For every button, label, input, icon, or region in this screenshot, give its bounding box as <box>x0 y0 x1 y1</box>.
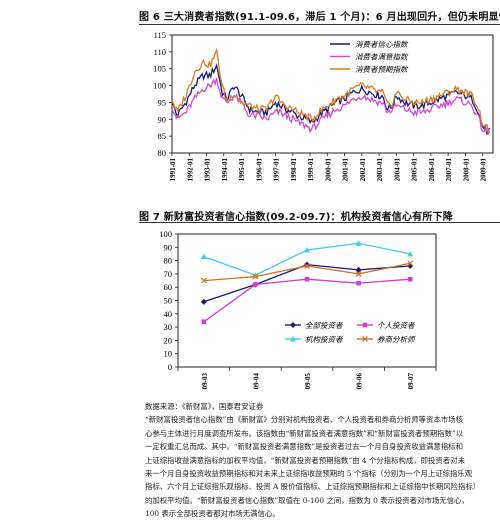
y-tick-label: 60 <box>164 282 173 292</box>
x-tick-label: 1997-01 <box>273 158 281 182</box>
data-point-analyst <box>200 277 207 284</box>
notes-line: 数据来源：《新财富》，国泰君安证券 <box>145 402 264 411</box>
notes-line: 的加权平均值。“新财富投资者信心指数”取值在 0-100 之间，指数为 0 表示… <box>145 495 469 505</box>
figure-6-rule <box>139 24 500 25</box>
legend-label-individual: 个人投资者 <box>377 321 416 330</box>
legend-label-satisfaction: 消费者满意指数 <box>355 53 409 62</box>
x-tick-label: 1991-01 <box>169 158 177 182</box>
y-tick-label: 0 <box>168 362 172 372</box>
consumer-index-chart: 80 85 90 95 100 105 110 115 1991-01 1992-01 1993-0… <box>153 30 494 182</box>
x-tick-label: 1999-01 <box>307 158 315 182</box>
x-tick-label: 1995-01 <box>238 158 246 182</box>
y-tick-label: 50 <box>164 296 173 306</box>
y-tick-label: 80 <box>164 256 173 266</box>
x-tick-label: 09-05 <box>304 373 312 390</box>
x-tick-label: 2004-01 <box>393 158 401 182</box>
x-tick-label: 1992-01 <box>186 158 194 182</box>
legend-label-confidence: 消费者信心指数 <box>355 40 409 49</box>
investor-confidence-chart: 0 10 20 30 40 50 60 70 80 90 100 09-03 09-04 09-05 09-… <box>159 229 437 390</box>
y-tick-label: 80 <box>158 148 167 158</box>
x-tick-label: 09-06 <box>356 373 364 390</box>
data-point-institutional <box>407 250 414 257</box>
x-tick-label: 1994-01 <box>221 158 229 182</box>
notes-line: 一定权重汇总而成。其中，“新财富投资者满意指数”是投资者过去一个月自身投资收益满… <box>145 442 463 452</box>
y-tick-label: 20 <box>164 335 173 345</box>
x-tick-label: 2005-01 <box>411 158 419 182</box>
legend-label-institutional: 机构投资者 <box>305 335 344 344</box>
legend-marker-institutional <box>290 336 296 342</box>
x-tick-label: 2000-01 <box>324 158 332 182</box>
notes-line: 上证综指收益满意指标的加权平均值，“新财富投资者预期指数”由 4 个分指标构成，… <box>145 455 465 465</box>
x-tick-label: 09-03 <box>201 373 209 390</box>
figure-7-rule <box>139 222 500 223</box>
y-tick-label: 70 <box>164 269 173 279</box>
data-point-individual <box>253 282 258 287</box>
y-tick-label: 85 <box>158 131 167 141</box>
x-tick-label: 2003-01 <box>376 158 384 182</box>
legend-label-expectation: 消费者预期指数 <box>355 65 409 74</box>
data-point-individual <box>356 280 361 286</box>
data-point-individual <box>304 276 310 282</box>
plot-area <box>177 233 437 368</box>
x-tick-label: 2001-01 <box>342 158 350 182</box>
x-tick-label: 2002-01 <box>359 158 367 182</box>
legend-label-analyst: 券商分析师 <box>377 335 416 344</box>
x-tick-label: 09-07 <box>407 373 415 390</box>
legend-marker-analyst <box>362 336 368 342</box>
data-point-institutional <box>200 253 207 260</box>
x-tick-label: 1996-01 <box>255 158 263 182</box>
x-tick-label: 1993-01 <box>204 158 212 182</box>
x-tick-label: 1998-01 <box>290 158 298 182</box>
legend-marker-individual <box>362 322 368 328</box>
notes-line: 100 表示全部投资者都对市场无满信心。 <box>145 509 280 519</box>
y-tick-label: 115 <box>154 30 166 40</box>
x-tick-label: 09-04 <box>252 373 260 390</box>
data-point-analyst <box>252 273 259 280</box>
notes-line: 指标、六个月上证综指乐观指标、投资 A 股价值指标、上证综指预期指标和上证综指中… <box>145 482 481 492</box>
data-point-all <box>355 266 362 273</box>
y-tick-label: 40 <box>164 309 173 319</box>
x-tick-label: 2008-01 <box>462 158 470 182</box>
series-line-expectation <box>171 47 490 133</box>
legend-label-all: 全部投资者 <box>305 321 344 330</box>
y-tick-label: 95 <box>158 97 167 107</box>
legend-marker-all <box>290 322 296 328</box>
y-tick-label: 110 <box>154 47 166 57</box>
data-point-analyst <box>407 260 414 267</box>
data-point-individual <box>407 276 413 282</box>
notes-line: 心参与主体进行月度调查所发布。该指数由“新财富投资者满意指数”和“新财富投资者预… <box>145 428 464 438</box>
x-tick-label: 2009-01 <box>480 158 488 182</box>
y-tick-label: 90 <box>164 242 173 252</box>
notes-line: “新财富投资者信心指数”由《新财富》分别对机构投资者、个人投资者和券商分析师等资… <box>145 415 463 425</box>
y-tick-label: 105 <box>153 64 166 74</box>
x-tick-label: 2006-01 <box>428 158 436 182</box>
y-tick-label: 90 <box>158 114 167 124</box>
data-point-analyst <box>355 270 362 277</box>
y-tick-label: 10 <box>164 349 173 359</box>
x-tick-label: 2007-01 <box>445 158 453 182</box>
data-point-institutional <box>304 246 310 253</box>
notes-line: 来一个月自身投资收益预期指标和对未来上证综指收益预期的 5 个指标（分别为一个月… <box>145 469 473 479</box>
y-tick-label: 100 <box>153 81 166 91</box>
y-tick-label: 30 <box>164 322 173 332</box>
notes-block: 数据来源：《新财富》，国泰君安证券 “新财富投资者信心指数”由《新财富》分别对机… <box>145 400 495 521</box>
data-point-individual <box>201 319 207 325</box>
figure-7-title: 图 7 新财富投资者信心指数(09.2-09.7)：机构投资者信心有所下降 <box>139 212 453 223</box>
data-point-analyst <box>304 262 310 269</box>
figure-6-title: 图 6 三大消费者指数(91.1-09.6，滞后 1 个月)：6 月出现回升，但… <box>139 12 500 23</box>
data-point-institutional <box>355 240 362 246</box>
y-tick-label: 100 <box>159 229 172 239</box>
data-point-all <box>200 298 207 305</box>
